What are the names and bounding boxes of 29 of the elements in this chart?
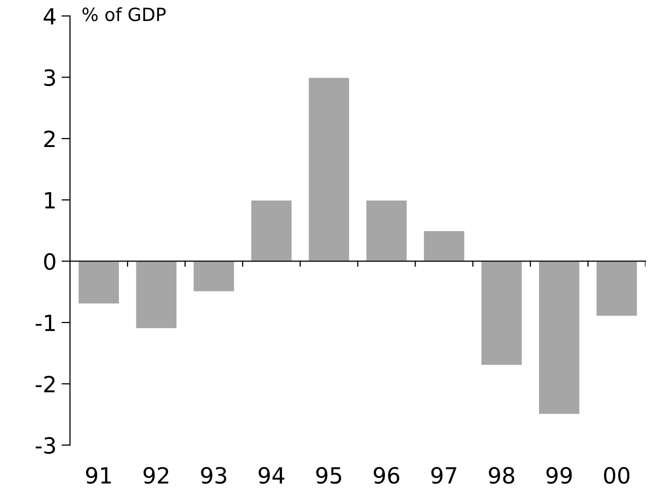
y-tick-label: 4 [44, 8, 56, 24]
x-tick-label: 95 [316, 466, 342, 484]
y-tick-label: 3 [44, 69, 55, 86]
y-tick-label: -2 [36, 376, 55, 392]
x-tick-label: 99 [546, 466, 572, 484]
x-tick-label: 98 [488, 466, 514, 484]
bar [365, 199, 408, 262]
bar [422, 230, 466, 262]
y-tick-label: -3 [36, 437, 56, 454]
y-axis-title: % of GDP [82, 7, 166, 22]
y-tick-label: 1 [45, 192, 55, 208]
x-tick-label: 94 [258, 466, 284, 484]
y-tick-label: 0 [44, 253, 56, 270]
x-tick-label: 00 [604, 466, 630, 484]
bar [192, 260, 236, 292]
x-tick-label: 97 [431, 466, 456, 484]
bar [308, 76, 350, 262]
x-tick-label: 93 [201, 466, 226, 484]
x-tick-label: 91 [86, 466, 111, 484]
bar [135, 260, 178, 330]
y-tick-label: -1 [36, 314, 55, 331]
bar [538, 260, 580, 416]
y-tick-label: 2 [44, 130, 55, 148]
bar [595, 260, 638, 317]
x-tick-label: 92 [144, 466, 168, 484]
bar [77, 260, 120, 305]
bar [250, 199, 293, 262]
bar [480, 260, 523, 366]
x-tick-label: 96 [374, 466, 400, 484]
